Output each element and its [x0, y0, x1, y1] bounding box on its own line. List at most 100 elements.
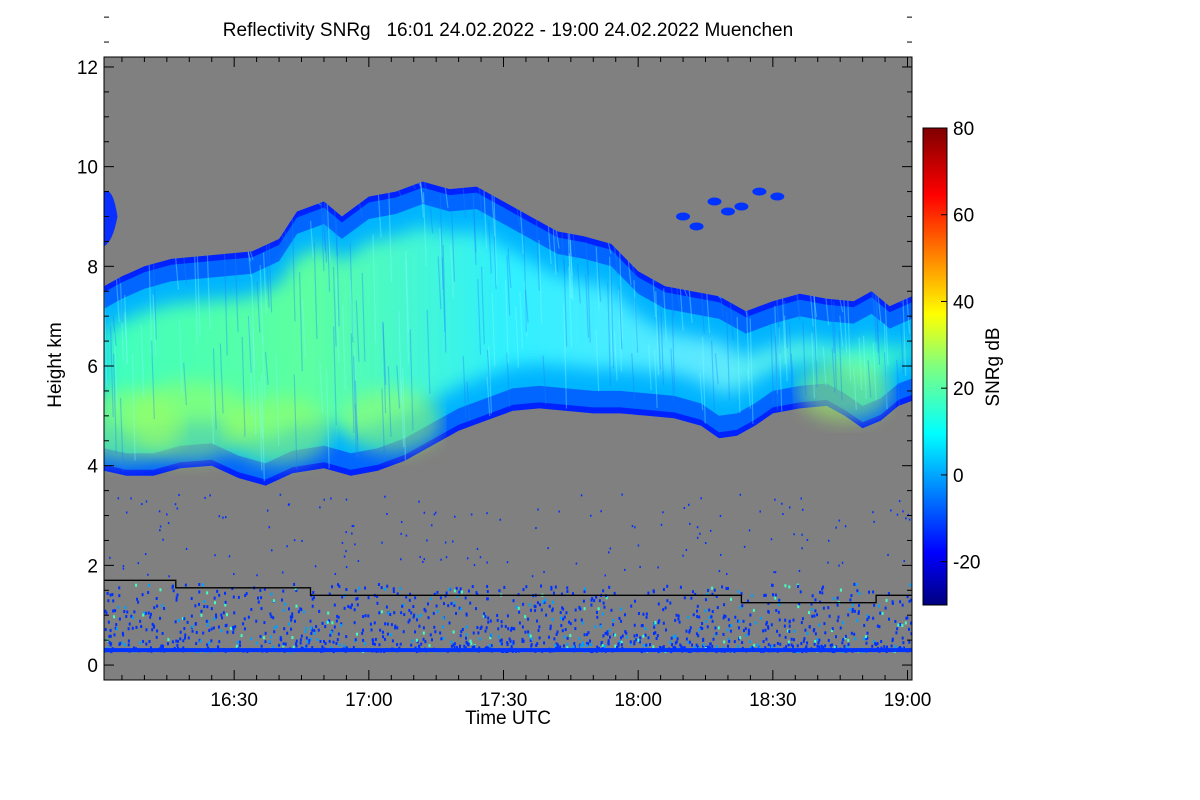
- noise-speck: [149, 612, 152, 616]
- noise-speck: [585, 644, 588, 648]
- noise-speck: [337, 615, 340, 619]
- fall-streak: [131, 353, 136, 461]
- noise-speck: [602, 589, 605, 593]
- noise-speck: [473, 645, 476, 649]
- noise-speck: [143, 611, 146, 615]
- fall-streak: [247, 315, 252, 373]
- noise-speck: [466, 557, 469, 560]
- noise-speck: [186, 620, 189, 624]
- noise-speck: [286, 631, 289, 635]
- noise-speck: [719, 514, 722, 517]
- noise-speck: [330, 497, 332, 500]
- noise-speck: [542, 600, 545, 604]
- noise-speck: [876, 642, 879, 646]
- noise-speck: [890, 509, 892, 512]
- fall-streak: [670, 287, 675, 318]
- fall-streak: [429, 201, 434, 234]
- noise-speck: [521, 639, 524, 643]
- noise-speck: [653, 625, 656, 629]
- noise-speck: [537, 508, 539, 511]
- noise-speck: [800, 497, 802, 500]
- fall-streak: [569, 240, 574, 301]
- noise-speck: [369, 622, 372, 626]
- noise-speck: [372, 639, 375, 643]
- noise-speck: [435, 604, 438, 608]
- noise-speck: [867, 590, 870, 594]
- noise-speck: [587, 631, 590, 635]
- noise-speck: [194, 604, 197, 608]
- noise-speck: [384, 495, 386, 498]
- noise-speck: [625, 631, 628, 635]
- fall-streak: [563, 259, 568, 347]
- fall-streak: [353, 349, 358, 426]
- noise-speck: [356, 603, 359, 607]
- noise-speck: [851, 609, 854, 613]
- noise-speck: [194, 622, 197, 626]
- noise-speck: [330, 646, 333, 650]
- noise-speck: [657, 566, 659, 569]
- fall-streak: [426, 309, 431, 394]
- colorbar-tick-label: 40: [953, 292, 974, 313]
- fall-streak: [483, 190, 488, 250]
- noise-speck: [498, 589, 501, 593]
- noise-speck: [875, 643, 878, 647]
- noise-speck: [159, 529, 161, 532]
- noise-speck: [263, 587, 266, 591]
- noise-speck: [176, 507, 179, 510]
- fall-streak: [354, 403, 359, 441]
- noise-speck: [410, 643, 413, 647]
- noise-speck: [697, 634, 700, 638]
- fall-streak: [618, 289, 623, 372]
- fall-streak: [259, 404, 264, 438]
- noise-speck: [645, 643, 648, 647]
- noise-speck: [609, 547, 612, 550]
- y-tick-label: 0: [87, 656, 98, 677]
- noise-speck: [536, 601, 539, 605]
- fall-streak: [597, 261, 602, 302]
- noise-speck: [711, 610, 714, 614]
- noise-speck: [389, 633, 392, 637]
- fall-streak: [206, 255, 211, 330]
- noise-speck: [420, 613, 423, 617]
- noise-speck: [198, 583, 201, 587]
- fall-streak: [660, 302, 665, 386]
- noise-speck: [536, 619, 539, 623]
- fall-streak: [350, 333, 355, 433]
- noise-speck: [401, 604, 404, 608]
- fall-streak: [320, 202, 325, 272]
- noise-speck: [297, 610, 300, 614]
- noise-speck: [831, 627, 834, 631]
- noise-speck: [400, 532, 402, 535]
- noise-speck: [471, 585, 474, 589]
- noise-speck: [293, 539, 296, 542]
- noise-speck: [299, 638, 302, 642]
- noise-speck: [259, 588, 262, 592]
- noise-speck: [708, 616, 711, 620]
- noise-speck: [788, 506, 791, 509]
- fall-streak: [301, 299, 306, 358]
- noise-speck: [504, 625, 507, 629]
- fall-streak: [618, 286, 623, 350]
- noise-speck: [400, 558, 402, 561]
- noise-speck: [117, 497, 120, 500]
- noise-speck: [823, 622, 826, 626]
- noise-speck: [333, 603, 336, 607]
- fall-streak: [194, 256, 199, 346]
- noise-speck: [883, 645, 886, 649]
- noise-speck: [594, 625, 597, 629]
- noise-speck: [776, 629, 779, 633]
- noise-speck: [692, 613, 695, 617]
- colorbar-label: SNRg dB: [983, 327, 1004, 407]
- fall-streak: [444, 187, 449, 208]
- noise-speck: [399, 642, 402, 646]
- noise-speck: [328, 619, 331, 623]
- fall-streak: [831, 348, 836, 393]
- noise-speck: [228, 555, 231, 558]
- noise-speck: [612, 618, 615, 622]
- fall-streak: [839, 299, 844, 313]
- noise-speck: [858, 592, 861, 596]
- noise-speck: [555, 646, 558, 650]
- noise-speck: [813, 614, 816, 618]
- noise-speck: [898, 500, 901, 503]
- noise-speck: [476, 626, 479, 630]
